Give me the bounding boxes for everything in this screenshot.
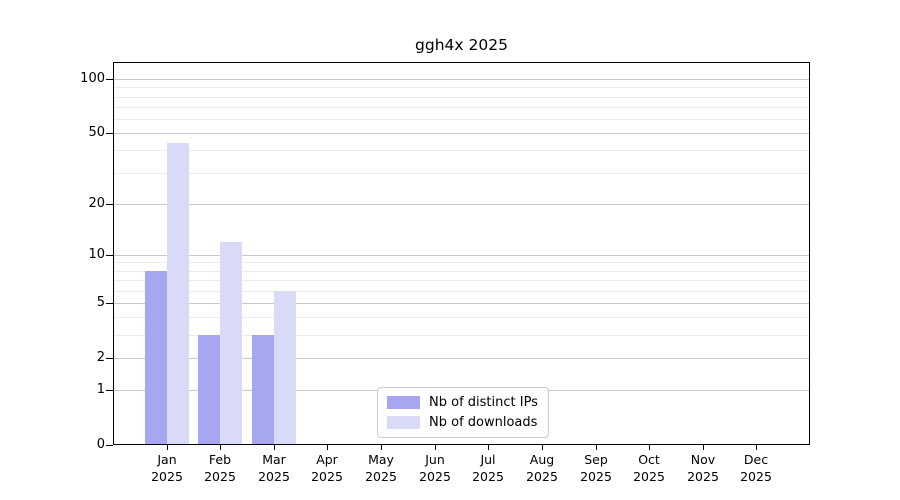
major-gridline — [114, 204, 809, 205]
plot-area: Nb of distinct IPs Nb of downloads — [113, 62, 810, 445]
x-tick-label: Sep 2025 — [580, 452, 612, 484]
minor-gridline — [114, 271, 809, 272]
x-tick-mark — [703, 445, 704, 450]
x-tick-mark — [167, 445, 168, 450]
y-tick-mark — [106, 133, 113, 134]
bar-downloads — [167, 143, 189, 444]
minor-gridline — [114, 280, 809, 281]
minor-gridline — [114, 107, 809, 108]
minor-gridline — [114, 291, 809, 292]
y-tick-label: 10 — [88, 247, 105, 262]
x-tick-mark — [435, 445, 436, 450]
y-tick-mark — [106, 303, 113, 304]
x-tick-mark — [542, 445, 543, 450]
minor-gridline — [114, 97, 809, 98]
x-tick-mark — [649, 445, 650, 450]
major-gridline — [114, 303, 809, 304]
y-tick-label: 100 — [80, 71, 105, 86]
x-tick-mark — [756, 445, 757, 450]
major-gridline — [114, 79, 809, 80]
y-tick-label: 5 — [96, 295, 105, 310]
bar-distinct-ips — [198, 335, 220, 444]
y-tick-mark — [106, 390, 113, 391]
y-tick-label: 50 — [88, 125, 105, 140]
legend-item-downloads: Nb of downloads — [387, 415, 538, 430]
x-tick-label: Nov 2025 — [687, 452, 719, 484]
legend-label-downloads: Nb of downloads — [429, 415, 538, 430]
y-tick-mark — [106, 445, 113, 446]
x-tick-label: Feb 2025 — [204, 452, 236, 484]
x-tick-label: Jun 2025 — [419, 452, 451, 484]
y-tick-label: 1 — [96, 382, 105, 397]
y-tick-label: 0 — [96, 437, 105, 452]
bar-downloads — [220, 242, 242, 444]
minor-gridline — [114, 173, 809, 174]
y-tick-mark — [106, 79, 113, 80]
y-tick-mark — [106, 358, 113, 359]
legend-swatch-distinct-ips — [387, 396, 420, 409]
minor-gridline — [114, 335, 809, 336]
y-tick-mark — [106, 255, 113, 256]
x-tick-label: Jan 2025 — [151, 452, 183, 484]
legend-label-distinct-ips: Nb of distinct IPs — [429, 395, 538, 410]
x-tick-label: May 2025 — [365, 452, 397, 484]
major-gridline — [114, 133, 809, 134]
x-tick-mark — [327, 445, 328, 450]
x-tick-label: Jul 2025 — [472, 452, 504, 484]
bar-downloads — [274, 291, 296, 444]
bar-distinct-ips — [145, 271, 167, 444]
major-gridline — [114, 255, 809, 256]
major-gridline — [114, 358, 809, 359]
x-tick-mark — [596, 445, 597, 450]
chart-title: ggh4x 2025 — [415, 36, 508, 54]
minor-gridline — [114, 317, 809, 318]
y-tick-mark — [106, 204, 113, 205]
legend-item-distinct-ips: Nb of distinct IPs — [387, 395, 538, 410]
x-tick-mark — [381, 445, 382, 450]
bar-distinct-ips — [252, 335, 274, 444]
x-tick-mark — [488, 445, 489, 450]
y-tick-label: 2 — [96, 350, 105, 365]
x-tick-mark — [220, 445, 221, 450]
legend: Nb of distinct IPs Nb of downloads — [377, 387, 549, 438]
x-tick-label: Dec 2025 — [740, 452, 772, 484]
x-tick-label: Oct 2025 — [633, 452, 665, 484]
x-tick-label: Mar 2025 — [258, 452, 290, 484]
minor-gridline — [114, 262, 809, 263]
minor-gridline — [114, 119, 809, 120]
legend-swatch-downloads — [387, 416, 420, 429]
x-tick-label: Apr 2025 — [311, 452, 343, 484]
y-tick-label: 20 — [88, 196, 105, 211]
x-tick-label: Aug 2025 — [526, 452, 558, 484]
minor-gridline — [114, 150, 809, 151]
minor-gridline — [114, 87, 809, 88]
x-tick-mark — [274, 445, 275, 450]
